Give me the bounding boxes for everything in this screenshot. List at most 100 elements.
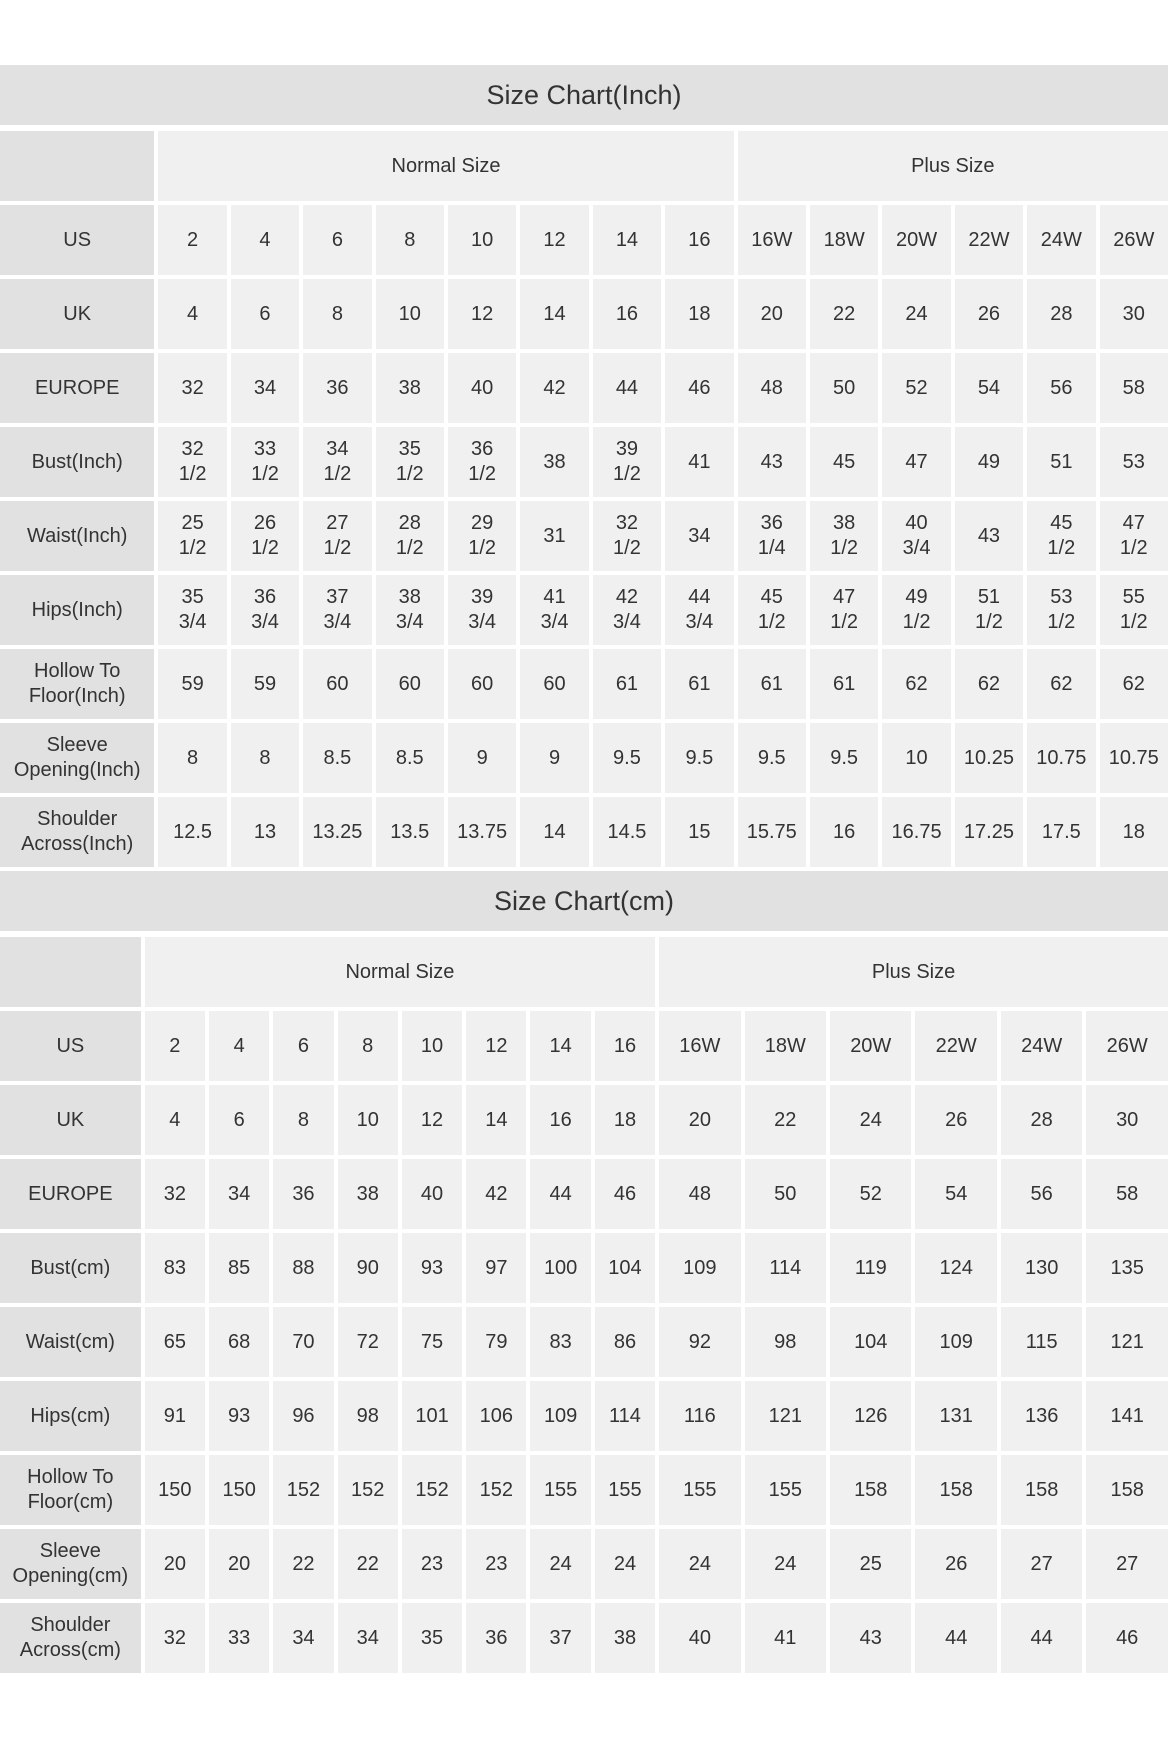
size-cell: 58 [1099,353,1168,423]
chart-title-cm: Size Chart(cm) [0,871,1168,931]
cell-value: 158 [1110,1478,1144,1501]
cell-value: 60 [326,672,349,695]
size-cell: 8 [337,1011,398,1081]
cell-value: 14.5 [607,820,647,843]
size-cell: 26 1/2 [230,501,300,571]
size-cell: 20 [209,1529,270,1599]
size-cell: 14 [530,1011,591,1081]
row-label: UK [0,279,155,349]
corner-cell [0,131,155,201]
row-label: Shoulder Across(Inch) [0,797,155,867]
cell-value: 10.25 [963,746,1014,769]
cell-value: 72 [356,1330,379,1353]
size-cell: 85 [209,1233,270,1303]
cell-value: 45 1/2 [1047,512,1076,559]
cell-value: 45 [833,450,856,473]
size-cell: 56 [1000,1159,1083,1229]
size-cell: 62 [1027,649,1096,719]
table-row: Shoulder Across(Inch) 12.5 13 13.25 13.5 13.7… [0,797,1168,867]
size-cell: 44 [1000,1603,1083,1673]
cell-value: 46 [613,1182,637,1205]
cell-value: 8 [297,1108,309,1131]
cell-value: 16W [679,1034,721,1057]
size-cell: 40 3/4 [882,501,951,571]
size-cell: 91 [144,1381,205,1451]
cell-value: 92 [688,1330,711,1353]
size-cell: 97 [466,1233,527,1303]
size-cell: 90 [337,1233,398,1303]
cell-value: 155 [683,1478,717,1501]
cell-value: 4 [233,1034,245,1057]
cell-value: 20W [895,228,938,251]
table-row: Sleeve Opening(Inch) 8 8 8.5 8.5 9 9 9.5 9.5 9.5 9… [0,723,1168,793]
cell-value: 22W [968,228,1010,251]
cell-value: 26 [977,302,1001,325]
row-label: Bust(Inch) [0,427,155,497]
cell-value: 40 [471,376,494,399]
cell-value: 22 [292,1552,315,1575]
cell-value: 42 [485,1182,508,1205]
size-cell: 12 [447,279,517,349]
cell-value: 116 [683,1404,716,1427]
group-plus-size: Plus Size [659,937,1168,1007]
size-cell: 14.5 [592,797,662,867]
cell-value: 158 [939,1478,973,1501]
size-cell: 98 [744,1307,827,1377]
cell-value: 26 1/2 [251,512,279,559]
size-cell: 33 [209,1603,270,1673]
cell-value: 38 [613,1626,637,1649]
cell-value: 48 [688,1182,711,1205]
cell-value: 131 [939,1404,973,1427]
size-cell: 155 [744,1455,827,1525]
cell-value: 12 [420,1108,444,1131]
table-row: Hollow To Floor(Inch) 59 59 60 60 60 60 61 61 61 6… [0,649,1168,719]
size-table-inch: Normal Size Plus Size US 2 4 6 8 10 12 14 16 16W 18W… [0,127,1168,871]
row-label: Hollow To Floor(Inch) [0,649,155,719]
cell-value: 32 1/2 [613,512,641,559]
cell-value: 8 [259,746,271,769]
cell-value: 34 [292,1626,315,1649]
row-label: Waist(Inch) [0,501,155,571]
size-cell: 28 1/2 [375,501,444,571]
size-cell: 47 [882,427,951,497]
cell-value: 28 [1030,1108,1053,1131]
size-cell: 32 [158,353,227,423]
size-cell: 14 [520,279,589,349]
cell-value: 62 [1050,672,1073,695]
size-cell: 26W [1099,205,1168,275]
size-cell: 43 [830,1603,912,1673]
size-cell: 46 [1086,1603,1168,1673]
cell-value: 44 [615,376,639,399]
group-header-row: Normal Size Plus Size [0,131,1168,201]
cell-value: 114 [769,1256,802,1279]
size-table-cm: Normal Size Plus Size US 2 4 6 8 10 12 14 16 16W 18W… [0,933,1168,1677]
cell-value: 6 [297,1034,309,1057]
group-normal-size: Normal Size [158,131,734,201]
cell-value: 141 [1110,1404,1144,1427]
size-cell: 16 [530,1085,591,1155]
size-cell: 8 [158,723,227,793]
cell-value: 36 [485,1626,508,1649]
cell-value: 44 [549,1182,572,1205]
size-cell: 2 [158,205,227,275]
cell-value: 48 [760,376,783,399]
size-cell: 25 [830,1529,912,1599]
size-cell: 152 [466,1455,527,1525]
cell-value: 14 [543,302,566,325]
size-cell: 24 [659,1529,741,1599]
cell-value: 54 [945,1182,968,1205]
cell-value: 18 [688,302,711,325]
size-cell: 45 [809,427,879,497]
size-cell: 24 [830,1085,912,1155]
size-cell: 9.5 [665,723,734,793]
size-cell: 4 [209,1011,270,1081]
cell-value: 40 3/4 [902,512,931,559]
size-cell: 24W [1027,205,1096,275]
size-cell: 34 [273,1603,334,1673]
size-cell: 18 [594,1085,656,1155]
size-cell: 23 [401,1529,463,1599]
cell-value: 24 [905,302,928,325]
cell-value: 24 [859,1108,882,1131]
size-cell: 4 [144,1085,205,1155]
cell-value: 158 [854,1478,888,1501]
